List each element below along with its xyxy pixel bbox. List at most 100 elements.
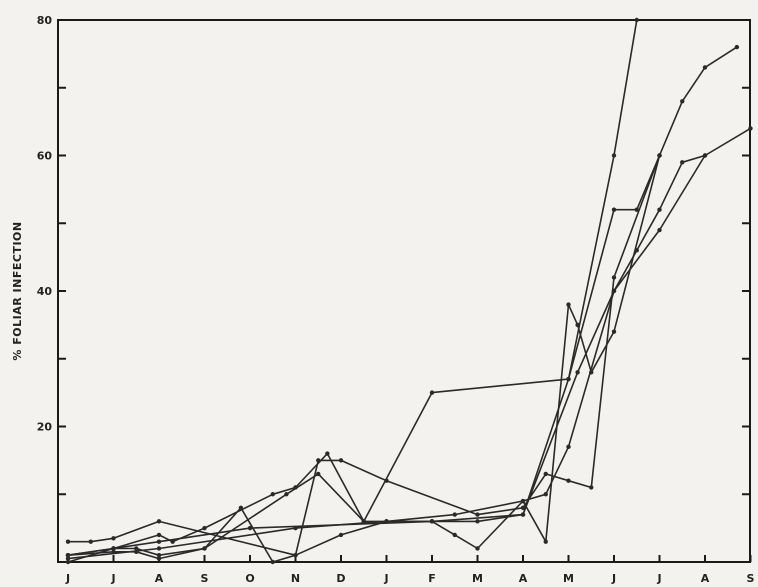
data-point (634, 248, 639, 253)
x-tick-label: A (519, 572, 528, 585)
data-point (284, 492, 289, 497)
x-tick-label: S (201, 572, 209, 585)
data-point (566, 444, 571, 450)
data-point (566, 302, 571, 307)
x-tick-label: A (701, 572, 710, 585)
data-point (520, 512, 526, 517)
x-tick-label: F (428, 572, 436, 585)
data-point (520, 498, 526, 504)
series-line (67, 127, 752, 560)
x-tick-label: O (245, 572, 254, 585)
data-point (65, 559, 71, 565)
data-point (270, 559, 275, 565)
data-point (156, 553, 162, 558)
series-2 (65, 153, 662, 558)
series-line (67, 46, 738, 563)
x-tick-label: J (383, 572, 388, 585)
data-point (156, 532, 162, 538)
data-point (657, 207, 662, 212)
y-tick-label: 40 (37, 285, 53, 298)
data-point (611, 153, 617, 158)
y-axis-tick-labels: 20 40 60 80 (37, 14, 53, 434)
data-point (575, 370, 580, 375)
data-point (293, 485, 298, 490)
data-point (611, 275, 617, 280)
data-point (111, 536, 116, 541)
data-point (702, 153, 708, 158)
data-point (325, 451, 330, 456)
data-point (634, 207, 639, 212)
data-point (202, 525, 207, 531)
x-tick-label: J (65, 572, 70, 585)
series-layer (65, 17, 753, 565)
data-point (429, 519, 435, 524)
x-tick-label: M (563, 572, 574, 585)
data-point (111, 549, 116, 555)
data-point (475, 546, 480, 551)
data-point (270, 492, 275, 497)
data-point (134, 546, 139, 551)
data-point (338, 458, 344, 463)
data-point (734, 44, 740, 50)
series-line (67, 154, 661, 557)
y-tick-label: 20 (37, 421, 53, 434)
data-point (566, 376, 571, 382)
data-point (156, 546, 162, 551)
x-tick-label: J (110, 572, 115, 585)
plot-frame (57, 19, 751, 563)
x-tick-label: J (611, 572, 616, 585)
data-point (316, 471, 321, 477)
data-point (702, 65, 708, 70)
data-point (748, 126, 753, 131)
data-point (156, 539, 162, 544)
series-line (67, 154, 661, 563)
data-point (611, 288, 617, 294)
data-point (156, 556, 162, 561)
x-tick-label: J (656, 572, 661, 585)
data-point (680, 160, 685, 165)
series-line (67, 154, 706, 557)
series-6 (65, 153, 708, 558)
y-axis-ticks (58, 19, 750, 563)
x-tick-label: M (472, 572, 483, 585)
data-point (680, 99, 685, 104)
data-point (452, 512, 457, 517)
y-tick-label: 80 (37, 14, 53, 27)
data-point (65, 553, 71, 558)
x-tick-label: S (747, 572, 755, 585)
data-point (452, 532, 457, 538)
data-point (657, 153, 662, 158)
data-point (361, 519, 366, 524)
data-point (111, 546, 116, 551)
x-tick-label: A (155, 572, 164, 585)
data-point (88, 539, 93, 544)
data-point (202, 546, 207, 551)
data-point (338, 532, 344, 538)
data-point (611, 207, 617, 212)
data-point (429, 390, 435, 395)
series-3 (65, 126, 753, 561)
data-point (543, 539, 548, 544)
data-point (65, 539, 71, 544)
x-tick-label: N (291, 572, 300, 585)
data-point (543, 471, 548, 477)
data-point (134, 549, 139, 555)
data-point (293, 553, 298, 558)
data-point (566, 478, 571, 483)
x-tick-label: D (336, 572, 345, 585)
y-axis-title: % FOLIAR INFECTION (11, 221, 24, 360)
data-point (156, 519, 162, 524)
series-line (67, 19, 638, 560)
data-point (634, 17, 639, 23)
data-point (543, 492, 548, 497)
data-point (247, 525, 253, 531)
data-point (65, 556, 71, 561)
data-point (657, 227, 662, 233)
data-point (475, 512, 480, 517)
y-tick-label: 60 (37, 150, 53, 163)
data-point (475, 519, 480, 524)
data-point (589, 485, 594, 490)
data-point (611, 329, 617, 334)
